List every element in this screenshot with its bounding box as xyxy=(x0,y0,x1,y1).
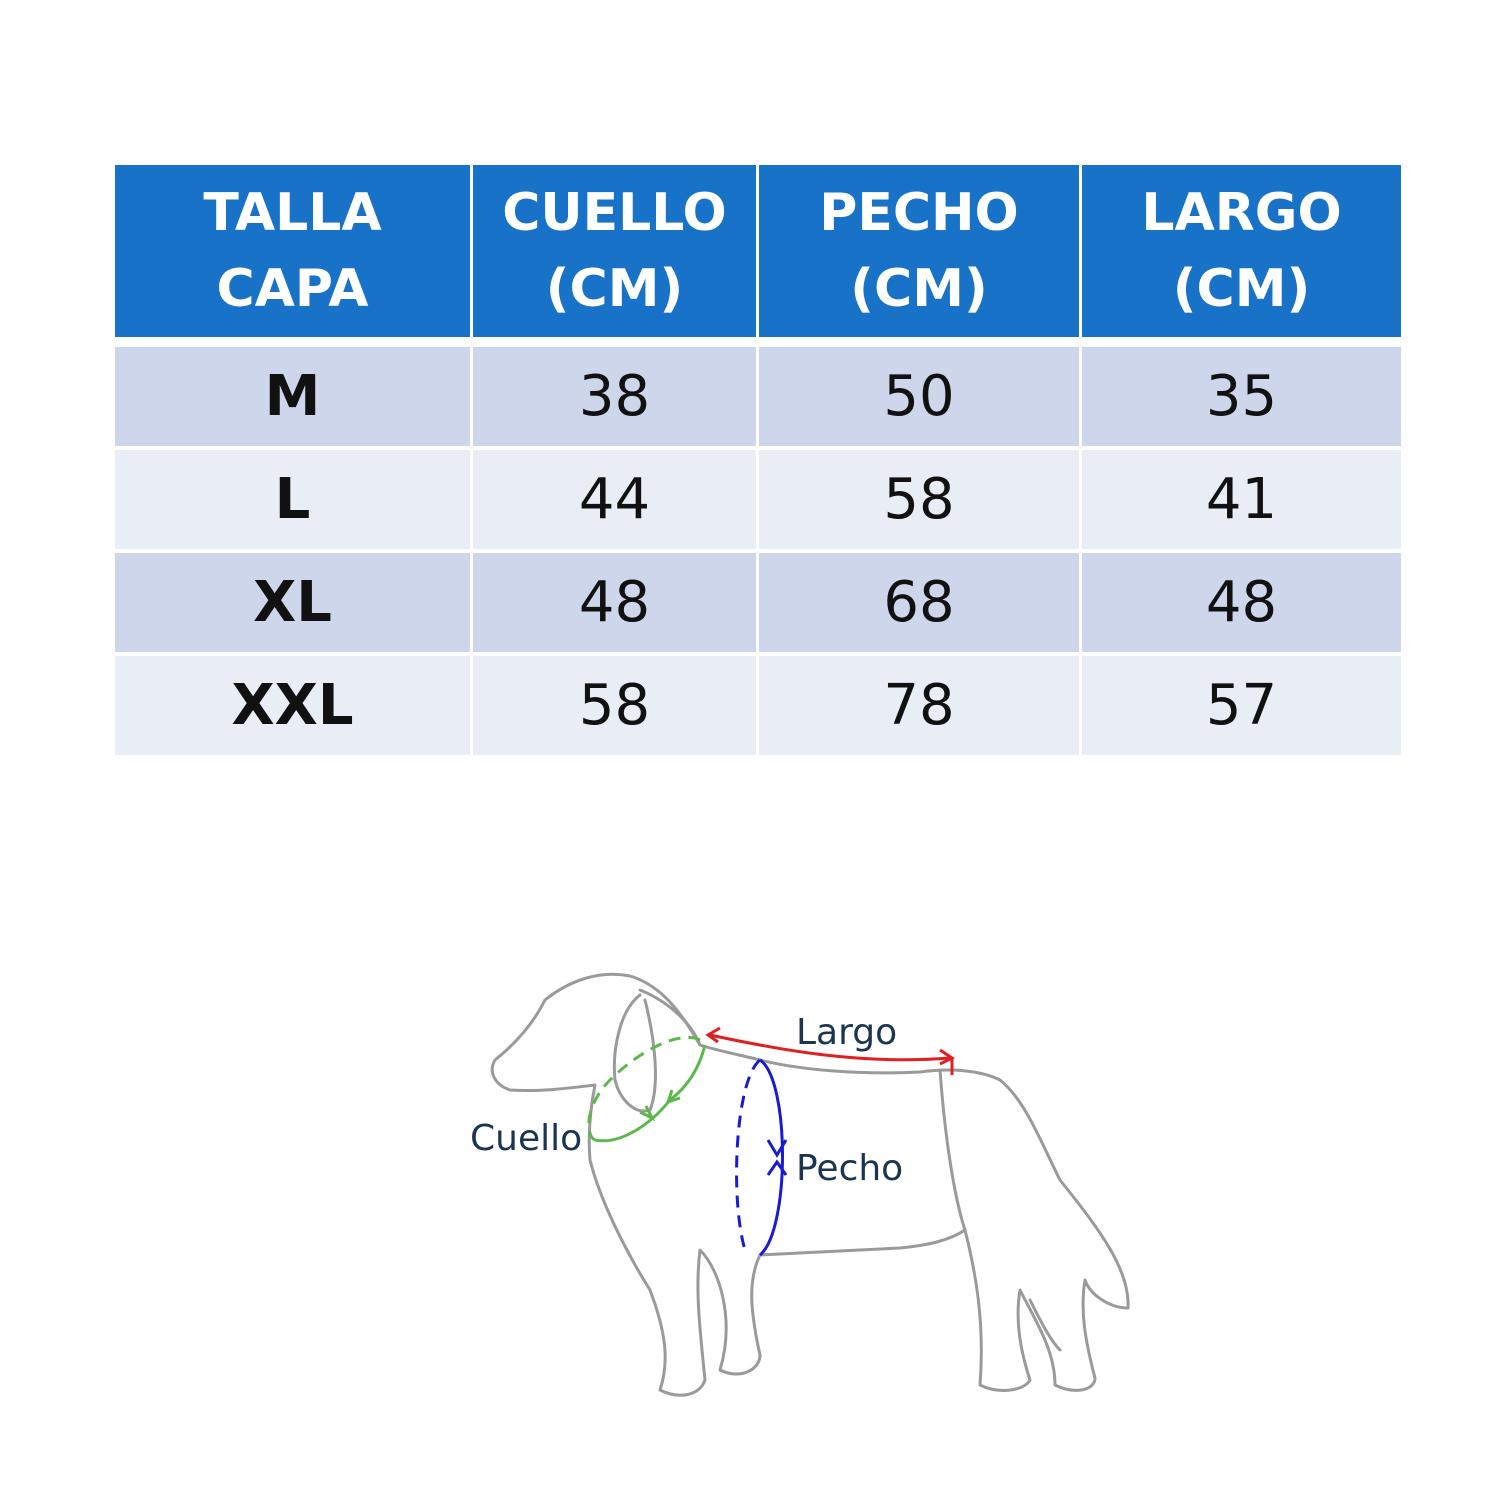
largo-cell: 57 xyxy=(1082,656,1401,755)
cuello-cell: 44 xyxy=(473,450,756,549)
size-cell: M xyxy=(115,347,470,446)
pecho-cell: 50 xyxy=(759,347,1079,446)
table-row: XXL 58 78 57 xyxy=(115,656,1401,755)
header-line: (CM) xyxy=(545,259,684,319)
size-table: TALLA CAPA CUELLO (CM) PECHO (CM) LARGO (CM)… xyxy=(115,165,1401,755)
header-line: LARGO xyxy=(1141,183,1342,243)
header-line: (CM) xyxy=(850,259,988,319)
header-line: (CM) xyxy=(1172,259,1311,319)
largo-cell: 35 xyxy=(1082,347,1401,446)
cuello-cell: 48 xyxy=(473,553,756,652)
pecho-label: Pecho xyxy=(796,1148,904,1189)
header-cuello: CUELLO (CM) xyxy=(473,165,756,337)
header-talla: TALLA CAPA xyxy=(115,165,470,337)
cuello-cell: 58 xyxy=(473,656,756,755)
cuello-label: Cuello xyxy=(470,1118,583,1159)
largo-cell: 41 xyxy=(1082,450,1401,549)
table-row: L 44 58 41 xyxy=(115,450,1401,549)
size-cell: L xyxy=(115,450,470,549)
cuello-cell: 38 xyxy=(473,347,756,446)
neck-measurement-icon xyxy=(587,1035,707,1143)
header-line: PECHO xyxy=(819,183,1019,243)
pecho-cell: 68 xyxy=(759,553,1079,652)
chest-measurement-icon xyxy=(735,1058,788,1257)
pecho-cell: 78 xyxy=(759,656,1079,755)
table-row: XL 48 68 48 xyxy=(115,553,1401,652)
length-measurement-icon xyxy=(705,1026,955,1075)
header-line: CAPA xyxy=(216,259,369,319)
size-cell: XXL xyxy=(115,656,470,755)
header-largo: LARGO (CM) xyxy=(1082,165,1401,337)
header-line: TALLA xyxy=(203,183,382,243)
table-row: M 38 50 35 xyxy=(115,347,1401,446)
size-cell: XL xyxy=(115,553,470,652)
largo-label: Largo xyxy=(796,1012,898,1053)
header-line: CUELLO xyxy=(502,183,727,243)
largo-cell: 48 xyxy=(1082,553,1401,652)
header-pecho: PECHO (CM) xyxy=(759,165,1079,337)
pecho-cell: 58 xyxy=(759,450,1079,549)
table-header: TALLA CAPA CUELLO (CM) PECHO (CM) LARGO (CM) xyxy=(115,165,1401,337)
